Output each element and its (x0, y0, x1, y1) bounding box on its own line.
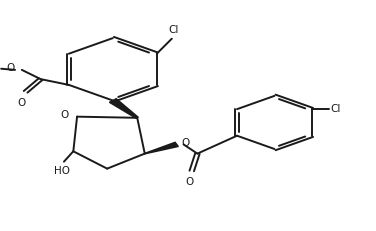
Text: Cl: Cl (168, 25, 179, 35)
Text: O: O (18, 98, 26, 108)
Polygon shape (109, 99, 138, 118)
Polygon shape (145, 142, 178, 154)
Text: O: O (7, 63, 15, 73)
Text: O: O (186, 177, 194, 187)
Text: O: O (181, 137, 190, 148)
Text: O: O (61, 110, 69, 121)
Text: Cl: Cl (331, 104, 341, 114)
Text: HO: HO (54, 166, 70, 176)
